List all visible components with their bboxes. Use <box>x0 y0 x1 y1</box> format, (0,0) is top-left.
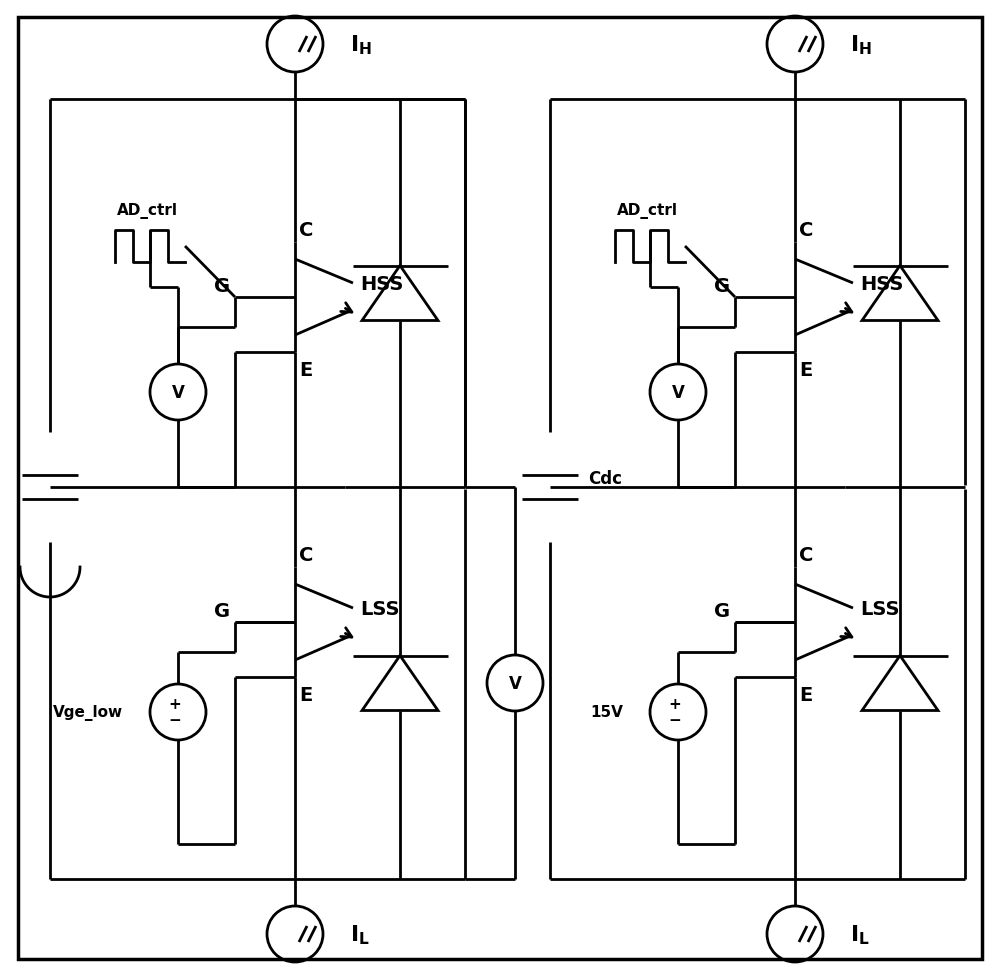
Text: G: G <box>214 276 230 296</box>
Text: G: G <box>214 602 230 620</box>
Text: AD_ctrl: AD_ctrl <box>617 203 678 219</box>
Text: E: E <box>299 685 312 704</box>
Text: $\mathbf{I_L}$: $\mathbf{I_L}$ <box>350 922 370 946</box>
Text: 15V: 15V <box>590 704 623 720</box>
Text: −: − <box>169 713 181 728</box>
Text: HSS: HSS <box>860 275 903 294</box>
Text: C: C <box>299 545 313 565</box>
Text: E: E <box>799 361 812 380</box>
Text: LSS: LSS <box>860 599 900 618</box>
Text: HSS: HSS <box>360 275 403 294</box>
Text: Vge_low: Vge_low <box>53 704 123 720</box>
Text: V: V <box>672 384 684 402</box>
Text: $\mathbf{I_L}$: $\mathbf{I_L}$ <box>850 922 870 946</box>
Text: −: − <box>669 713 681 728</box>
Text: C: C <box>799 221 813 239</box>
Text: E: E <box>799 685 812 704</box>
Text: G: G <box>714 276 730 296</box>
Text: $\mathbf{I_H}$: $\mathbf{I_H}$ <box>850 33 872 57</box>
Text: AD_ctrl: AD_ctrl <box>117 203 178 219</box>
Text: V: V <box>172 384 184 402</box>
Text: G: G <box>714 602 730 620</box>
Text: Cdc: Cdc <box>588 470 622 488</box>
Text: +: + <box>169 697 181 712</box>
Text: V: V <box>509 674 521 693</box>
Text: C: C <box>299 221 313 239</box>
Text: $\mathbf{I_H}$: $\mathbf{I_H}$ <box>350 33 372 57</box>
Text: C: C <box>799 545 813 565</box>
Text: LSS: LSS <box>360 599 400 618</box>
Text: +: + <box>669 697 681 712</box>
Text: E: E <box>299 361 312 380</box>
